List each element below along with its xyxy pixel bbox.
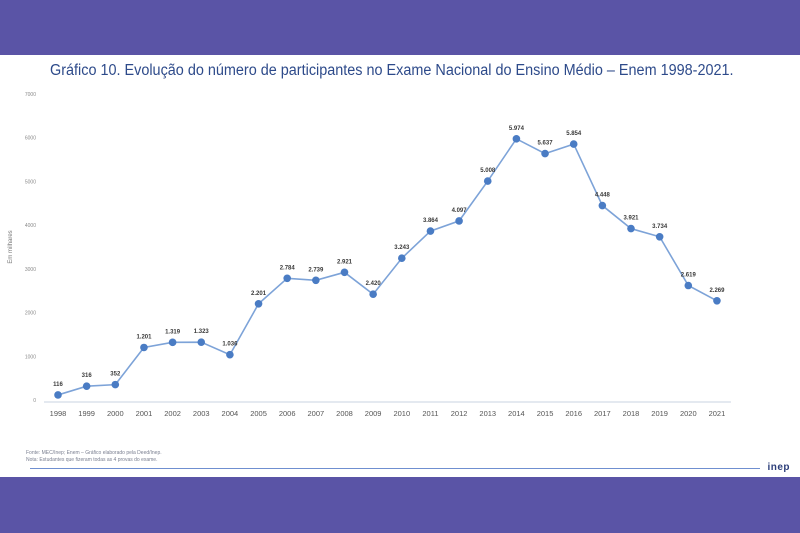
data-label: 3.864 (423, 218, 439, 224)
data-label: 5.854 (566, 131, 582, 137)
data-point (426, 227, 435, 235)
x-tick-label: 2003 (193, 409, 210, 418)
x-tick-label: 2021 (709, 409, 726, 418)
x-tick-label: 2014 (508, 409, 525, 418)
x-tick-label: 2001 (136, 409, 153, 418)
data-label: 4.097 (452, 208, 468, 214)
x-tick-label: 2000 (107, 409, 124, 418)
x-tick-label: 1999 (78, 409, 95, 418)
x-tick-label: 2017 (594, 409, 611, 418)
y-tick-label: 3000 (25, 267, 36, 273)
x-tick-label: 2005 (250, 409, 267, 418)
x-tick-label: 2002 (164, 409, 181, 418)
data-label: 1.036 (222, 342, 238, 348)
y-axis-label: Em milhares (8, 230, 14, 263)
x-tick-label: 2020 (680, 409, 697, 418)
data-label: 5.008 (480, 168, 496, 174)
data-label: 316 (82, 373, 93, 379)
data-label: 352 (110, 372, 121, 378)
line-chart: 0 1000 2000 3000 4000 5000 6000 7000 Em milhares… (8, 92, 731, 418)
data-label: 5.637 (538, 141, 554, 147)
data-point (254, 299, 263, 308)
footer-divider (30, 468, 760, 469)
data-point (340, 268, 349, 277)
data-label: 3.921 (623, 216, 639, 222)
data-point (226, 350, 234, 359)
data-label: 2.420 (366, 281, 382, 287)
data-point (569, 140, 578, 148)
x-tick-label: 2011 (422, 409, 438, 418)
x-tick-label: 2019 (651, 409, 668, 418)
x-tick-label: 1998 (50, 409, 67, 418)
data-label: 3.734 (652, 224, 668, 230)
data-point (398, 254, 406, 263)
data-point (627, 224, 635, 233)
data-label: 1.201 (136, 334, 152, 340)
data-label: 2.201 (251, 291, 267, 297)
y-tick-label: 5000 (25, 179, 36, 185)
x-tick-label: 2013 (479, 409, 496, 418)
data-point (54, 391, 62, 399)
data-point (283, 274, 292, 283)
data-point (598, 201, 607, 210)
series-line (57, 137, 718, 396)
x-tick-label: 2008 (336, 409, 353, 418)
y-tick-label: 6000 (25, 136, 36, 142)
data-point (111, 380, 120, 389)
data-point (512, 135, 521, 143)
data-label: 1.319 (165, 329, 181, 335)
x-tick-label: 2006 (279, 409, 296, 418)
data-point (168, 338, 177, 347)
data-point (455, 217, 463, 225)
x-tick-label: 2012 (451, 409, 468, 418)
x-tick-label: 2010 (393, 409, 410, 418)
data-point (713, 297, 721, 305)
y-tick-label: 0 (33, 398, 36, 404)
data-point (82, 382, 91, 390)
data-label: 5.974 (509, 126, 525, 132)
x-tick-label: 2004 (222, 409, 239, 418)
data-point (369, 290, 377, 299)
data-point (655, 232, 664, 241)
data-label: 2.269 (709, 288, 725, 294)
data-point (541, 149, 549, 158)
inep-logo: inep (767, 462, 790, 473)
y-tick-label: 4000 (25, 223, 36, 229)
data-label: 2.921 (337, 259, 353, 265)
y-tick-label: 1000 (25, 354, 36, 360)
data-label: 4.448 (595, 193, 611, 199)
x-tick-label: 2007 (308, 409, 325, 418)
x-tick-label: 2018 (623, 409, 640, 418)
data-label: 2.619 (681, 273, 697, 279)
data-point (312, 276, 320, 285)
source-note: Fonte: MEC/Inep; Enem – Gráfico elaborad… (26, 450, 162, 456)
data-point (684, 281, 693, 290)
data-label: 116 (53, 382, 63, 388)
data-label: 2.739 (308, 267, 324, 273)
data-point (140, 343, 148, 352)
extra-note: Nota: Estudantes que fizeram todas as 4 … (26, 457, 158, 463)
chart-panel: Gráfico 10. Evolução do número de partic… (0, 55, 800, 477)
data-label: 2.784 (280, 265, 296, 271)
x-tick-label: 2015 (537, 409, 554, 418)
y-tick-label: 7000 (25, 92, 36, 98)
data-point (483, 177, 492, 185)
data-point (197, 338, 206, 346)
data-label: 1.323 (194, 329, 210, 335)
x-tick-label: 2016 (565, 409, 582, 418)
x-tick-label: 2009 (365, 409, 382, 418)
y-tick-label: 2000 (25, 311, 36, 317)
chart-title: Gráfico 10. Evolução do número de partic… (50, 62, 734, 79)
data-label: 3.243 (394, 245, 410, 251)
